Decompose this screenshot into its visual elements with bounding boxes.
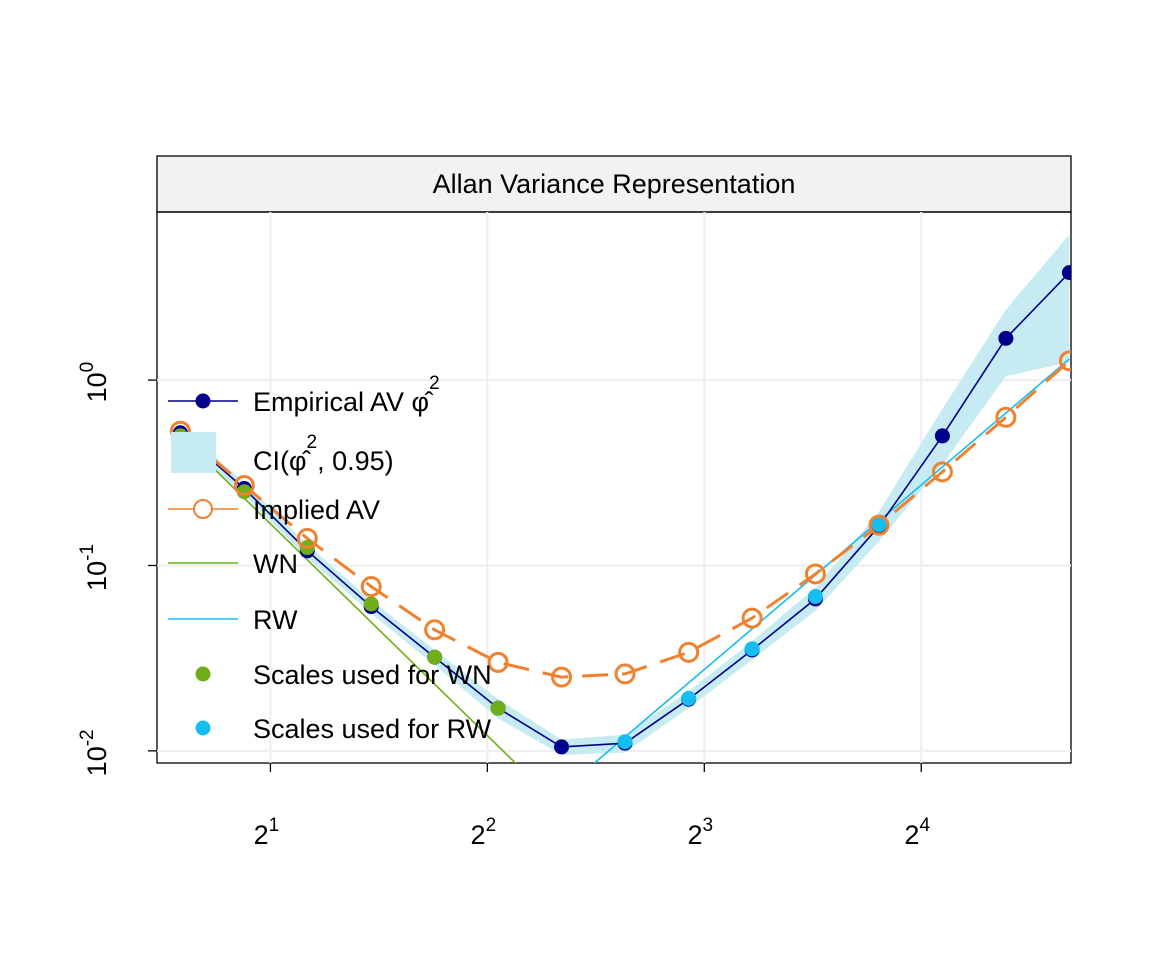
implied-av-point [741, 607, 763, 629]
implied-av-point [487, 651, 509, 673]
legend: Empirical AV φ̂2 CI(φ̂2, 0.95) Implied AV W… [168, 373, 492, 744]
rw-scale-point [871, 517, 887, 533]
legend-label: RW [253, 605, 298, 635]
implied-av-point [551, 666, 573, 688]
implied-av-point [614, 663, 636, 685]
y-tick-label: 10-1 [77, 544, 112, 591]
implied-av-point [678, 641, 700, 663]
implied-av-point [995, 406, 1017, 428]
x-tick-label: 24 [904, 815, 930, 850]
implied-av-point [1058, 350, 1071, 372]
x-tick-label: 23 [687, 815, 713, 850]
implied-av-point [424, 619, 446, 641]
legend-implied-marker [193, 499, 213, 519]
empirical-av-point [1061, 265, 1071, 281]
ci-band [180, 234, 1070, 755]
implied-av-point [296, 527, 318, 549]
implied-av-point [804, 563, 826, 585]
title-strip [156, 155, 1072, 213]
legend-label: Scales used for RW [253, 714, 492, 744]
legend-ci-swatch [171, 432, 216, 473]
empirical-av-point [554, 739, 570, 755]
legend-label: CI(φ̂2, 0.95) [253, 432, 394, 476]
implied-av-point [868, 514, 890, 536]
y-tick-label: 10-2 [77, 729, 112, 776]
wn-scale-point [236, 484, 252, 500]
legend-label: Implied AV [253, 495, 380, 525]
legend-label: WN [253, 549, 298, 579]
implied-av-point [233, 475, 255, 497]
legend-label: Scales used for WN [253, 660, 492, 690]
rw-scale-point [807, 589, 823, 605]
empirical-av-point [934, 428, 950, 444]
series-points-layer [169, 265, 1071, 755]
implied-av-line [179, 359, 1071, 679]
x-axis: 21 22 23 24 [254, 763, 930, 850]
wn-scale-point [427, 649, 443, 665]
legend-rw-points-marker [195, 720, 211, 736]
x-tick-label: 22 [471, 815, 497, 850]
wn-scale-point [490, 700, 506, 716]
legend-wn-points-marker [195, 666, 211, 682]
y-axis: 10-2 10-1 100 [77, 362, 157, 776]
rw-scale-point [681, 690, 697, 706]
rw-scale-point [617, 734, 633, 750]
plot-frame [156, 211, 1072, 764]
ci-band-layer [180, 234, 1070, 755]
wn-scale-point [363, 596, 379, 612]
x-tick-label: 21 [254, 815, 280, 850]
legend-label: Empirical AV φ̂2 [253, 373, 440, 417]
y-tick-label: 100 [77, 362, 112, 403]
rw-scale-point [744, 641, 760, 657]
legend-empirical-marker [195, 393, 211, 409]
chart-title: Allan Variance Representation [433, 169, 796, 199]
implied-av-point [931, 461, 953, 483]
empirical-av-point [998, 330, 1014, 346]
implied-av-point [360, 576, 382, 598]
